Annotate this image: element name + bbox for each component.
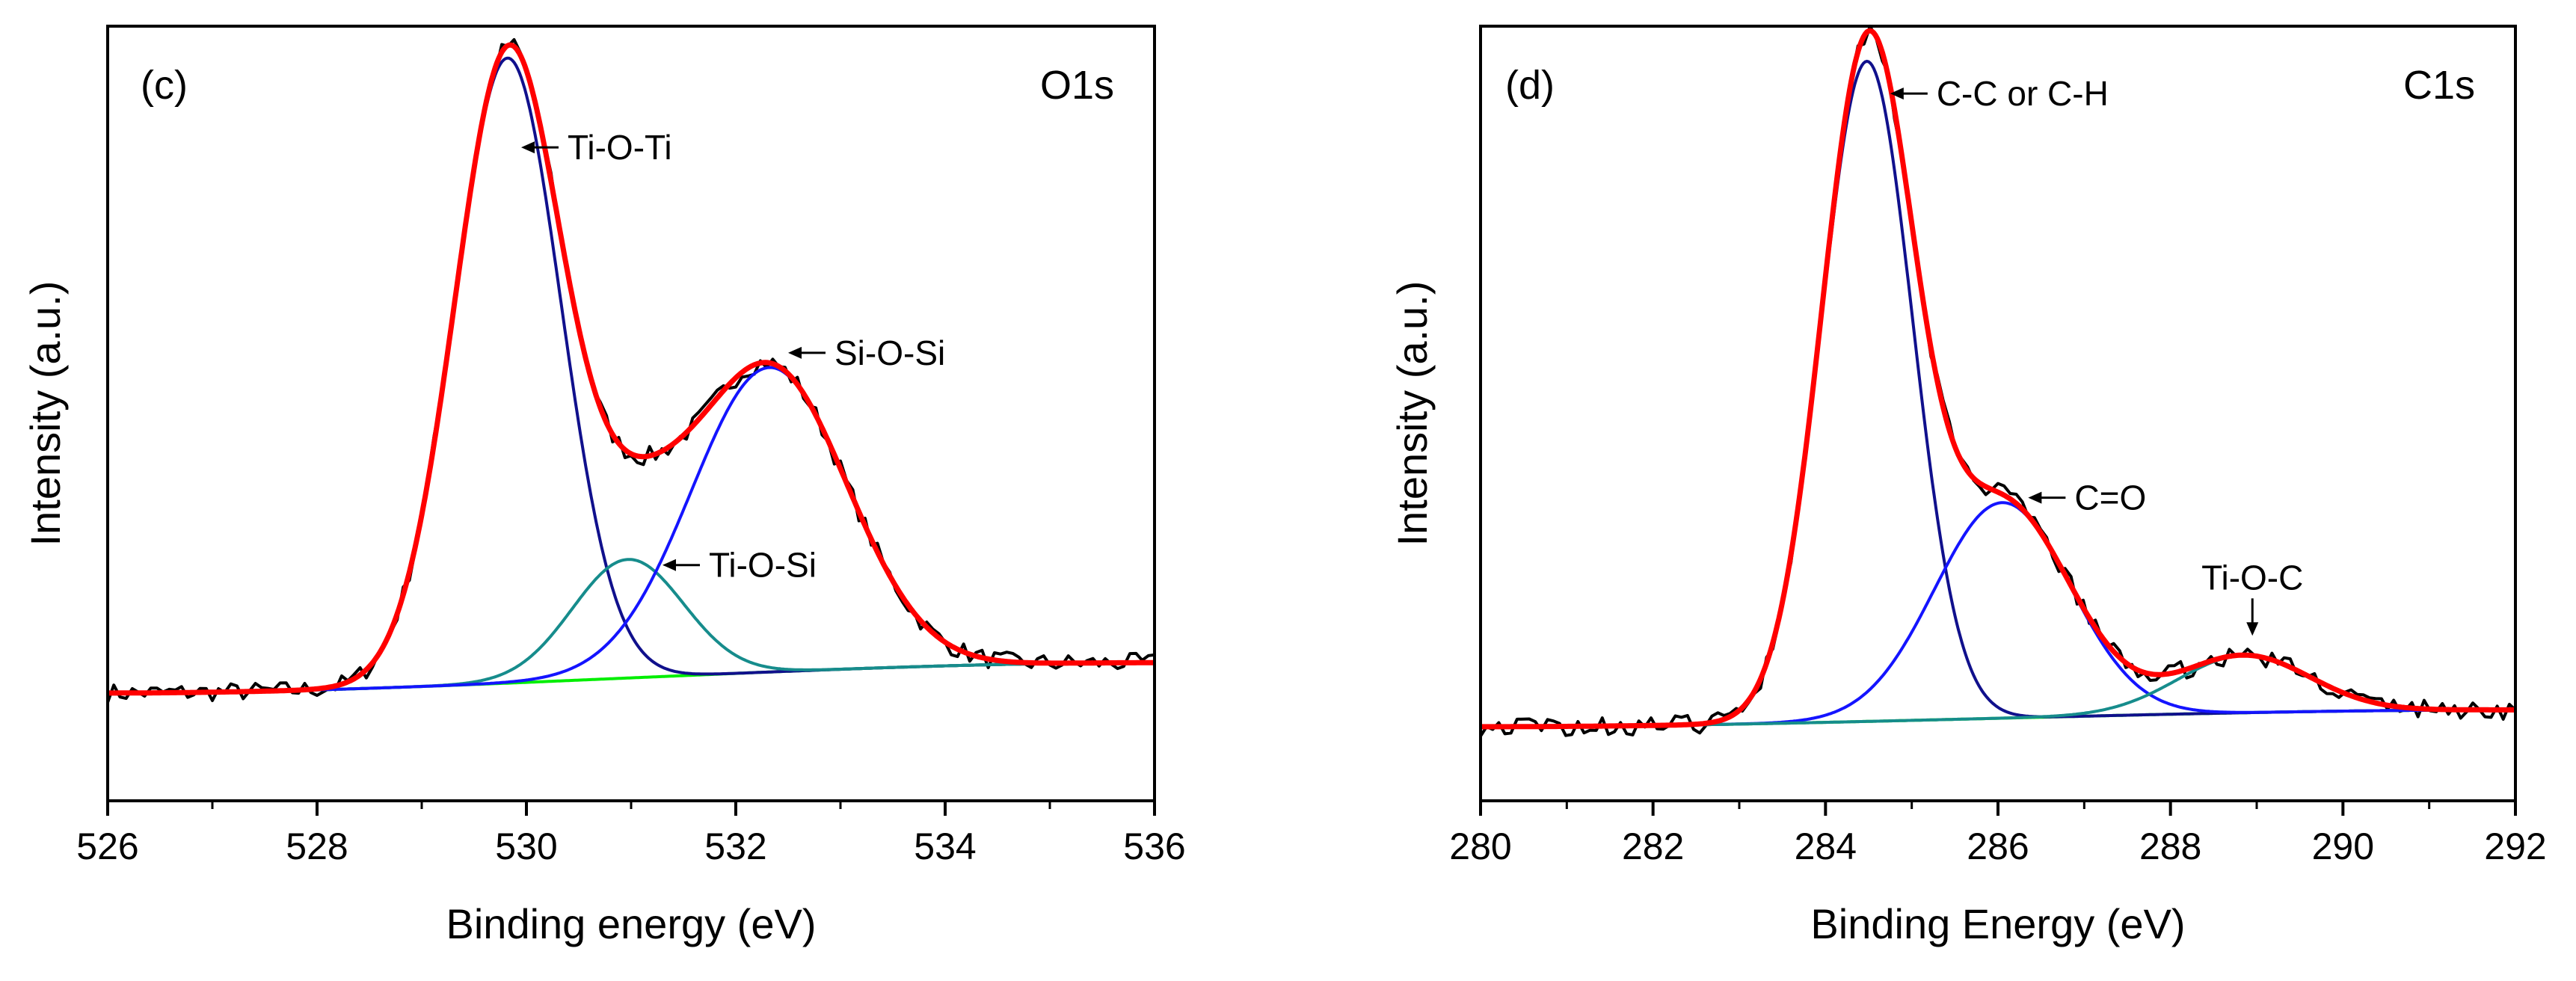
annotation-arrow-head <box>2028 491 2042 504</box>
annotation-label: Si-O-Si <box>834 333 945 372</box>
x-tick-label: 280 <box>1449 825 1511 867</box>
x-tick-label: 530 <box>495 825 557 867</box>
envelope-line <box>1479 28 2517 730</box>
annotation-ti-o-ti: Ti-O-Ti <box>521 128 672 167</box>
annotation-arrow-head <box>788 346 802 359</box>
x-tick-label: 284 <box>1795 825 1857 867</box>
annotation-ti-o-si: Ti-O-Si <box>663 546 817 585</box>
x-tick-label: 528 <box>286 825 348 867</box>
y-axis-label: Intensity (a.u.) <box>1389 281 1436 547</box>
chart-panel-c1s: 280 282 284 286 288 290 292 C-C or C-H C=O Ti-O-… <box>1389 24 2547 947</box>
annotation-ti-o-c: Ti-O-C <box>2201 558 2303 636</box>
panel-title: C1s <box>2403 63 2475 108</box>
annotation-arrow-head <box>2246 622 2259 636</box>
x-axis-label: Binding energy (eV) <box>446 900 817 947</box>
y-axis-label: Intensity (a.u.) <box>22 281 69 547</box>
annotation-label: C-C or C-H <box>1937 74 2109 113</box>
x-axis-label: Binding Energy (eV) <box>1810 900 2185 947</box>
annotation-arrow-head <box>1890 87 1904 100</box>
annotation-label: Ti-O-Ti <box>568 128 672 167</box>
envelope-line <box>106 42 1156 696</box>
x-tick-label: 288 <box>2139 825 2201 867</box>
annotation-label: Ti-O-Si <box>709 546 817 585</box>
annotation-arrow-head <box>521 141 535 154</box>
annotation-c-c-or-c-h: C-C or C-H <box>1890 74 2109 113</box>
x-tick-label: 290 <box>2312 825 2374 867</box>
annotation-label: C=O <box>2074 479 2146 517</box>
x-tick-label: 536 <box>1123 825 1185 867</box>
panel-label: (d) <box>1505 63 1555 108</box>
x-tick-label: 526 <box>76 825 138 867</box>
annotation-c-o: C=O <box>2028 479 2146 517</box>
panel-title: O1s <box>1040 63 1114 108</box>
x-tick-label: 532 <box>704 825 766 867</box>
x-tick-label: 286 <box>1967 825 2029 867</box>
x-tick-label: 534 <box>914 825 976 867</box>
x-tick-label: 292 <box>2484 825 2546 867</box>
annotation-si-o-si: Si-O-Si <box>788 333 945 372</box>
panel-label: (c) <box>141 63 188 108</box>
annotation-label: Ti-O-C <box>2201 558 2303 597</box>
x-tick-label: 282 <box>1622 825 1684 867</box>
chart-panel-o1s: 526 528 530 532 534 536 Ti-O-Ti Si-O-Si Ti-O-Si… <box>22 25 1186 947</box>
annotation-arrow-head <box>663 559 676 571</box>
